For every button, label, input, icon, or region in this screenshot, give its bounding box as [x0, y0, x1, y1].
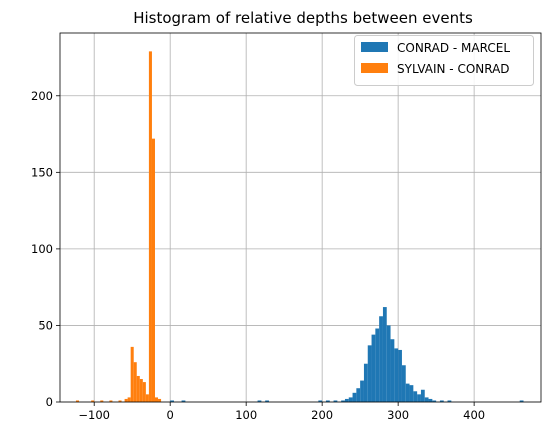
legend-label-sylvain-conrad: SYLVAIN - CONRAD	[397, 62, 510, 76]
histogram-bar-conrad-marcel	[425, 397, 429, 402]
histogram-bar-conrad-marcel	[391, 339, 395, 402]
histogram-bar-conrad-marcel	[360, 381, 364, 402]
histogram-bar-sylvain-conrad	[140, 379, 143, 402]
histogram-bar-conrad-marcel	[364, 364, 368, 402]
histogram-bar-conrad-marcel	[413, 391, 417, 402]
histogram-bar-sylvain-conrad	[131, 347, 134, 402]
y-tick-label: 0	[46, 395, 53, 409]
histogram-bar-conrad-marcel	[398, 350, 402, 402]
x-tick-label: 400	[463, 408, 485, 422]
axes-frame	[60, 33, 541, 402]
histogram-bar-conrad-marcel	[406, 384, 410, 402]
histogram-bar-conrad-marcel	[417, 394, 421, 402]
histogram-bar-conrad-marcel	[429, 399, 433, 402]
axis-ticks: −100 0 100 200 300 400 0 50 100 150 200	[31, 89, 485, 422]
histogram-bar-conrad-marcel	[387, 325, 391, 402]
histogram-bar-sylvain-conrad	[125, 399, 128, 402]
histogram-bar-conrad-marcel	[379, 316, 383, 402]
histogram-bar-sylvain-conrad	[146, 394, 149, 402]
plot-frame	[60, 33, 541, 402]
histogram-bar-conrad-marcel	[349, 397, 353, 402]
histogram-bar-conrad-marcel	[356, 388, 360, 402]
chart-title: Histogram of relative depths between eve…	[133, 9, 473, 27]
legend-swatch-sylvain-conrad	[361, 63, 388, 73]
x-tick-label: −100	[78, 408, 110, 422]
histogram-bar-sylvain-conrad	[128, 397, 131, 402]
x-tick-label: 300	[387, 408, 409, 422]
histogram-bar-conrad-marcel	[353, 393, 357, 402]
y-tick-label: 200	[31, 89, 53, 103]
histogram-bar-sylvain-conrad	[155, 397, 158, 402]
legend-label-conrad-marcel: CONRAD - MARCEL	[397, 41, 510, 55]
histogram-bar-sylvain-conrad	[152, 139, 155, 402]
histogram-bar-conrad-marcel	[372, 335, 376, 402]
histogram-bar-sylvain-conrad	[137, 376, 140, 402]
bars	[76, 51, 524, 402]
histogram-bar-sylvain-conrad	[134, 362, 137, 402]
histogram-bar-sylvain-conrad	[158, 399, 161, 402]
legend: CONRAD - MARCEL SYLVAIN - CONRAD	[355, 36, 534, 86]
y-tick-label: 150	[31, 165, 53, 179]
histogram-bar-conrad-marcel	[421, 390, 425, 402]
histogram-bar-conrad-marcel	[394, 348, 398, 402]
x-tick-label: 0	[167, 408, 174, 422]
histogram-bar-sylvain-conrad	[143, 382, 146, 402]
histogram-bar-sylvain-conrad	[149, 51, 152, 402]
histogram-bar-conrad-marcel	[375, 329, 379, 402]
histogram-bar-conrad-marcel	[410, 385, 414, 402]
histogram-bar-conrad-marcel	[383, 307, 387, 402]
legend-swatch-conrad-marcel	[361, 42, 388, 52]
grid	[60, 33, 541, 402]
histogram-bar-conrad-marcel	[402, 365, 406, 402]
x-tick-label: 100	[235, 408, 257, 422]
histogram-bar-conrad-marcel	[345, 399, 349, 402]
x-tick-label: 200	[311, 408, 333, 422]
y-tick-label: 50	[38, 318, 53, 332]
y-tick-label: 100	[31, 242, 53, 256]
histogram-bar-conrad-marcel	[368, 345, 372, 402]
